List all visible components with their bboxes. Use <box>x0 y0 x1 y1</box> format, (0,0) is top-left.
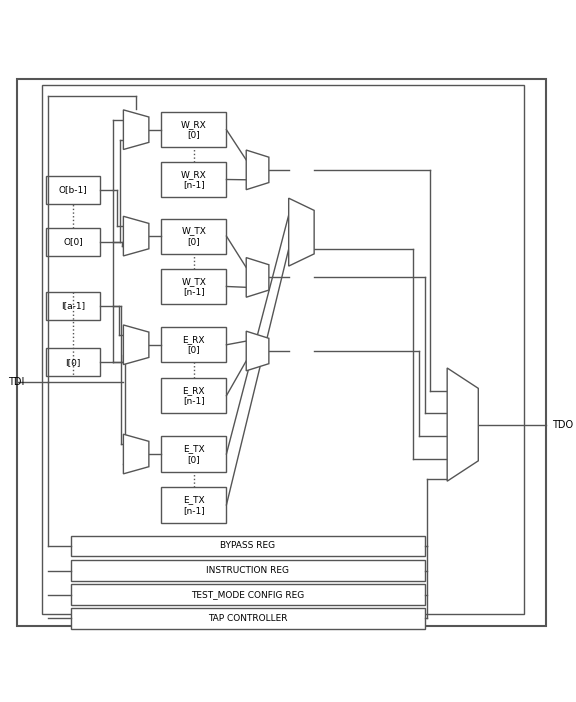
Text: E_TX
[0]: E_TX [0] <box>183 444 204 464</box>
Polygon shape <box>246 331 269 371</box>
Polygon shape <box>123 435 149 474</box>
Text: TDI: TDI <box>9 377 25 387</box>
Polygon shape <box>447 368 478 481</box>
Text: TEST_MODE CONFIG REG: TEST_MODE CONFIG REG <box>191 590 304 600</box>
FancyBboxPatch shape <box>161 327 226 362</box>
Text: W_RX
[n-1]: W_RX [n-1] <box>181 170 207 190</box>
FancyBboxPatch shape <box>47 291 100 320</box>
FancyBboxPatch shape <box>71 536 425 557</box>
Text: E_RX
[0]: E_RX [0] <box>183 335 205 355</box>
Polygon shape <box>123 325 149 364</box>
Text: O[0]: O[0] <box>63 237 83 246</box>
Text: E_RX
[n-1]: E_RX [n-1] <box>183 386 205 406</box>
Polygon shape <box>246 150 269 190</box>
FancyBboxPatch shape <box>161 162 226 197</box>
FancyBboxPatch shape <box>43 85 524 614</box>
Text: TAP CONTROLLER: TAP CONTROLLER <box>208 614 287 623</box>
FancyBboxPatch shape <box>47 348 100 376</box>
Text: E_TX
[n-1]: E_TX [n-1] <box>183 496 204 515</box>
Text: TDO: TDO <box>552 420 573 430</box>
FancyBboxPatch shape <box>161 112 226 147</box>
Text: INSTRUCTION REG: INSTRUCTION REG <box>206 567 289 576</box>
Text: I[a-1]: I[a-1] <box>61 301 85 310</box>
Text: W_TX
[n-1]: W_TX [n-1] <box>181 277 206 296</box>
FancyBboxPatch shape <box>47 227 100 256</box>
FancyBboxPatch shape <box>161 218 226 253</box>
FancyBboxPatch shape <box>161 487 226 522</box>
Text: BYPASS REG: BYPASS REG <box>220 541 275 550</box>
FancyBboxPatch shape <box>71 584 425 605</box>
Text: W_RX
[0]: W_RX [0] <box>181 120 207 140</box>
FancyBboxPatch shape <box>161 269 226 304</box>
Polygon shape <box>289 198 314 266</box>
Polygon shape <box>123 216 149 256</box>
FancyBboxPatch shape <box>17 79 546 625</box>
FancyBboxPatch shape <box>161 378 226 413</box>
Polygon shape <box>123 110 149 150</box>
Text: W_TX
[0]: W_TX [0] <box>181 226 206 246</box>
FancyBboxPatch shape <box>47 176 100 204</box>
Polygon shape <box>246 258 269 297</box>
FancyBboxPatch shape <box>161 437 226 472</box>
Text: O[b-1]: O[b-1] <box>59 185 88 194</box>
FancyBboxPatch shape <box>71 560 425 581</box>
Text: I[0]: I[0] <box>66 358 81 367</box>
FancyBboxPatch shape <box>71 608 425 629</box>
